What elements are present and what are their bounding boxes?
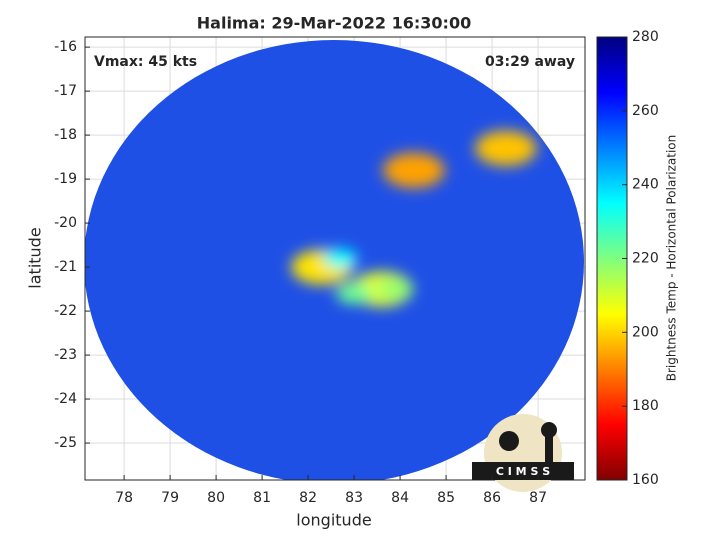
y-tick-label: -23: [54, 347, 77, 363]
brightness-feature: [383, 152, 445, 188]
x-tick-label: 83: [345, 490, 363, 506]
logo-text: C I M S S: [496, 465, 550, 478]
colorbar-tick-label: 160: [632, 472, 659, 488]
colorbar-tick-label: 200: [632, 324, 659, 340]
y-tick-label: -21: [54, 259, 77, 275]
y-tick-label: -24: [54, 391, 77, 407]
brightness-feature: [323, 248, 358, 268]
plot-frame: [84, 36, 586, 481]
colorbar-tick-label: 220: [632, 251, 659, 267]
x-tick-label: 81: [253, 490, 271, 506]
y-tick-label: -16: [54, 39, 77, 55]
swath: [85, 40, 584, 480]
x-tick-label: 86: [483, 490, 501, 506]
x-tick-label: 78: [115, 490, 133, 506]
y-axis-label: latitude: [26, 227, 45, 288]
x-tick-label: 85: [437, 490, 455, 506]
colorbar-tick-label: 280: [632, 29, 659, 45]
y-tick-label: -25: [54, 435, 77, 451]
y-tick-label: -22: [54, 303, 77, 319]
colorbar-tick-label: 260: [632, 103, 659, 119]
y-tick-label: -20: [54, 215, 77, 231]
logo: C I M S S: [472, 414, 574, 492]
chart-title: Halima: 29-Mar-2022 16:30:00: [197, 14, 471, 33]
x-tick-label: 87: [529, 490, 547, 506]
y-tick-label: -19: [54, 171, 77, 187]
annotation: 03:29 away: [485, 54, 575, 70]
x-tick-label: 82: [299, 490, 317, 506]
brightness-feature: [475, 130, 537, 166]
x-tick-label: 79: [161, 490, 179, 506]
x-axis-label: longitude: [296, 511, 371, 530]
colorbar-label: Brightness Temp - Horizontal Polarizatio…: [665, 135, 679, 382]
annotation: Vmax: 45 kts: [94, 54, 197, 70]
colorbar-tick-label: 180: [632, 398, 659, 414]
y-tick-label: -18: [54, 127, 77, 143]
x-tick-label: 80: [207, 490, 225, 506]
brightness-feature: [335, 283, 373, 304]
colorbar-tick-label: 240: [632, 177, 659, 193]
x-tick-label: 84: [391, 490, 409, 506]
brightness-feature: [377, 278, 414, 300]
y-tick-label: -17: [54, 83, 77, 99]
